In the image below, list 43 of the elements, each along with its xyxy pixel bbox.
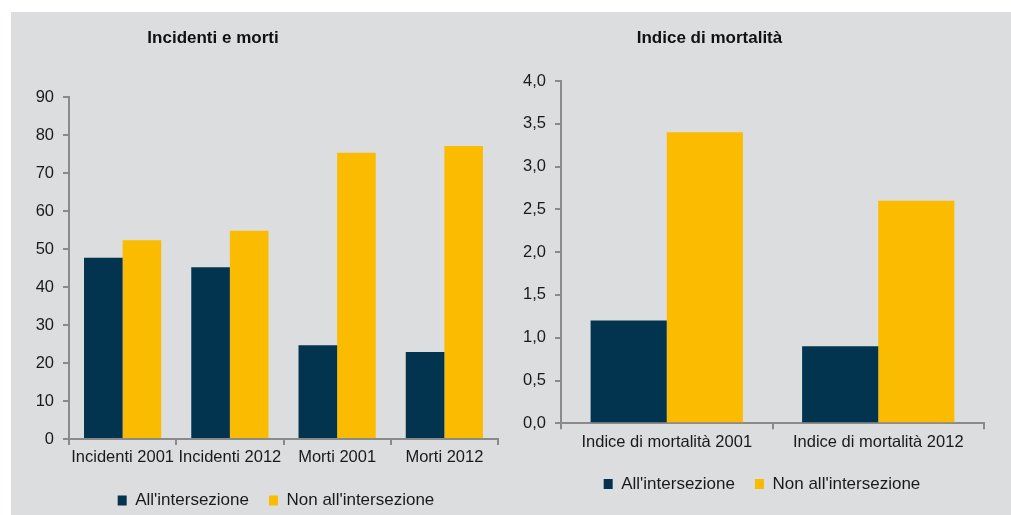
x-tick-label: Morti 2012 <box>405 447 484 466</box>
bar <box>802 346 879 423</box>
chart-title: Incidenti e morti <box>147 28 279 48</box>
y-tick-label: 30 <box>35 314 54 333</box>
x-tick-label: Indice di mortalità 2001 <box>581 431 753 450</box>
legend-label: Non all'intersezione <box>772 473 921 493</box>
y-tick-label: 0,0 <box>523 412 546 431</box>
bar <box>878 200 955 423</box>
bar <box>229 230 269 438</box>
y-tick-label: 1,0 <box>523 327 546 346</box>
x-tick-label: Incidenti 2012 <box>178 447 282 466</box>
bar <box>191 267 230 438</box>
y-tick-label: 3,0 <box>523 156 546 175</box>
x-tick-label: Incidenti 2001 <box>71 447 174 466</box>
y-tick-label: 10 <box>35 390 54 409</box>
y-tick-label: 70 <box>35 162 54 181</box>
bar <box>590 320 667 423</box>
legend-label: All'intersezione <box>135 490 249 510</box>
y-tick-label: 80 <box>35 124 54 143</box>
y-tick-label: 4,0 <box>523 70 546 89</box>
y-tick-label: 2,0 <box>523 241 546 260</box>
y-tick-label: 3,5 <box>523 113 546 132</box>
bar <box>405 351 445 438</box>
legend-label: All'intersezione <box>621 473 735 493</box>
x-tick-label: Indice di mortalità 2012 <box>792 431 964 450</box>
bar <box>666 132 743 423</box>
y-tick-label: 1,5 <box>523 284 546 303</box>
y-tick-label: 20 <box>35 352 54 371</box>
legend-label: Non all'intersezione <box>286 490 435 510</box>
bar <box>298 345 338 438</box>
y-tick-label: 50 <box>35 238 54 257</box>
bar <box>122 240 162 438</box>
bar <box>337 152 376 438</box>
y-tick-label: 0,5 <box>523 370 546 389</box>
bar <box>84 257 123 438</box>
x-tick-label: Morti 2001 <box>298 447 377 466</box>
y-tick-label: 90 <box>35 86 54 105</box>
y-tick-label: 0 <box>44 428 54 447</box>
chart-title: Indice di mortalità <box>636 28 783 48</box>
y-tick-label: 2,5 <box>523 198 546 217</box>
bar <box>444 146 483 438</box>
y-tick-label: 40 <box>35 276 54 295</box>
y-tick-label: 60 <box>35 200 54 219</box>
